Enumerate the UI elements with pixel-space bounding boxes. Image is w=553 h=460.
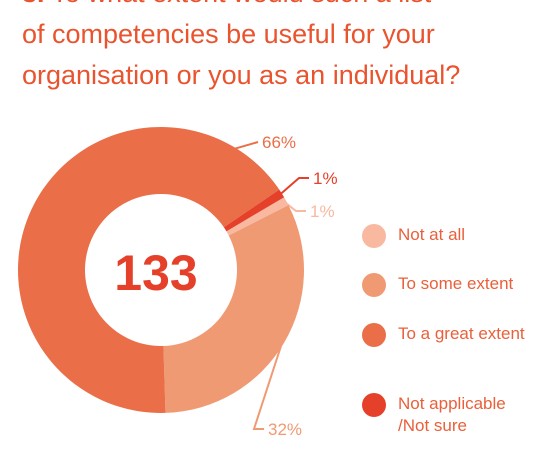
chart-title: 3. To what extent would such a list (22, 0, 432, 8)
title-number: 3. (22, 0, 45, 8)
legend-swatch (362, 224, 386, 248)
center-total: 133 (114, 245, 197, 301)
leader-line (279, 177, 309, 196)
legend-label: To some extent (398, 274, 514, 293)
title-line: organisation or you as an individual? (22, 60, 460, 90)
donut-slice (17, 126, 280, 413)
legend-swatch (362, 273, 386, 297)
donut-slice (163, 205, 305, 413)
value-label: 1% (313, 169, 338, 188)
title-line: of competencies be useful for your (22, 19, 435, 49)
value-label: 32% (268, 420, 302, 439)
value-label: 1% (310, 202, 335, 221)
legend-label: Not at all (398, 225, 466, 244)
leader-line (283, 201, 306, 212)
leader-line (252, 341, 284, 430)
legend-swatch (362, 393, 386, 417)
value-label: 66% (262, 133, 296, 152)
leader-line (35, 141, 259, 207)
title-line: To what extent would such a list (52, 0, 432, 8)
donut-slice (223, 189, 285, 232)
legend-label: Not applicable /Not sure (398, 394, 506, 435)
legend-label: To a great extent (398, 324, 525, 343)
legend-swatch (362, 323, 386, 347)
donut-slice (226, 197, 289, 236)
